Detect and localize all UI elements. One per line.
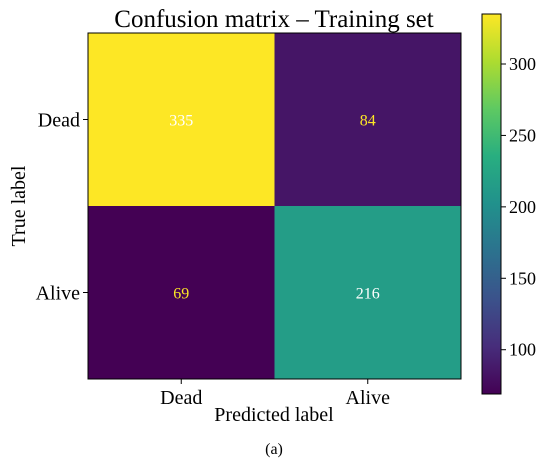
colorbar-tick-label: 300 xyxy=(509,54,536,74)
x-tick-label: Dead xyxy=(160,387,202,409)
figure-caption: (a) xyxy=(265,441,283,458)
cell-value-label: 335 xyxy=(169,113,193,130)
heatmap-cells xyxy=(88,33,461,379)
x-tick-label: Alive xyxy=(346,387,391,409)
cell-value-label: 216 xyxy=(356,286,380,303)
y-axis-ticks: Dead Alive xyxy=(36,110,88,305)
x-axis-label: Predicted label xyxy=(214,404,334,426)
heatmap-cell-labels: 335 84 69 216 xyxy=(169,113,380,303)
cell-value-label: 69 xyxy=(173,286,189,303)
y-tick-label: Dead xyxy=(38,110,80,132)
y-axis-label: True label xyxy=(8,165,30,246)
chart-title: Confusion matrix – Training set xyxy=(114,6,434,33)
colorbar-tick-label: 150 xyxy=(509,268,536,288)
plot-frame xyxy=(87,32,462,380)
heatmap-cell xyxy=(88,33,275,206)
colorbar-tick-label: 250 xyxy=(509,125,536,145)
heatmap-cell xyxy=(274,206,461,379)
colorbar xyxy=(481,13,502,395)
colorbar-tick-label: 100 xyxy=(509,340,536,360)
y-tick-label: Alive xyxy=(36,283,81,305)
cell-value-label: 84 xyxy=(360,113,376,130)
x-axis-ticks: Dead Alive xyxy=(160,379,390,409)
colorbar-ticks: 100 150 200 250 300 xyxy=(501,54,536,360)
heatmap-cell xyxy=(274,33,461,206)
colorbar-tick-label: 200 xyxy=(509,197,536,217)
heatmap-cell xyxy=(88,206,275,379)
